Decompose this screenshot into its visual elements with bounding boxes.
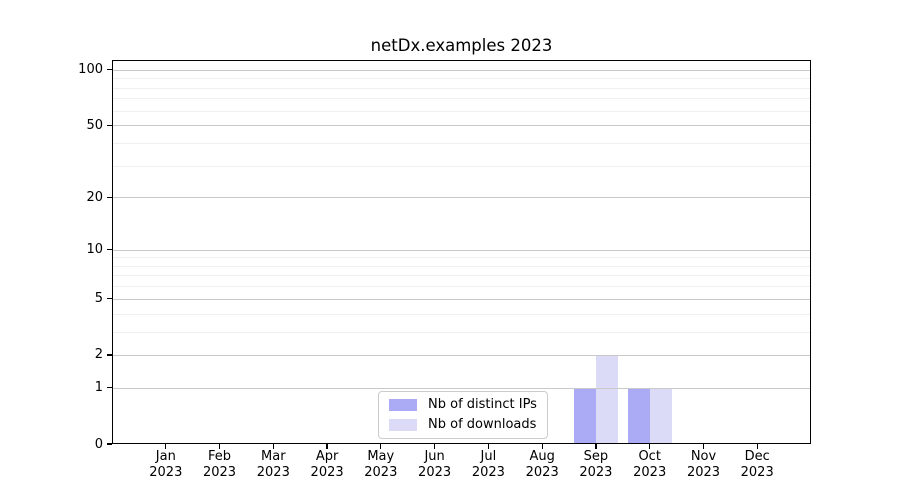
legend-swatch: [389, 399, 417, 411]
y-tick-mark: [107, 443, 112, 445]
bar: [595, 354, 618, 444]
y-tick-label: 20: [86, 189, 103, 205]
x-tick-label: Nov 2023: [686, 449, 721, 480]
gridline-major: [112, 354, 811, 356]
gridline-major: [112, 298, 811, 300]
gridline-minor: [112, 165, 811, 167]
y-tick-mark: [107, 387, 112, 389]
gridline-minor: [112, 98, 811, 100]
x-tick-mark: [487, 444, 490, 449]
x-tick-label: Sep 2023: [579, 449, 613, 480]
gridline-minor: [112, 87, 811, 89]
y-tick-label: 5: [94, 291, 103, 307]
x-tick-mark: [326, 444, 328, 449]
x-tick-mark: [756, 444, 758, 449]
y-tick-label: 1: [94, 380, 103, 396]
major-gridlines-layer: [112, 60, 811, 444]
x-tick-mark: [165, 444, 167, 449]
minor-gridlines-layer: [112, 60, 811, 444]
y-tick-mark: [107, 196, 112, 198]
gridline-minor: [112, 286, 811, 288]
x-tick-mark: [433, 444, 436, 449]
x-tick-label: Jun 2023: [418, 449, 452, 480]
x-tick-label: Oct 2023: [633, 449, 667, 480]
x-tick-label: Apr 2023: [310, 449, 344, 480]
y-tick-label: 100: [78, 62, 103, 78]
legend-row: Nb of distinct IPs: [389, 398, 537, 412]
x-tick-label: Dec 2023: [740, 449, 774, 480]
x-tick-mark: [541, 444, 543, 449]
gridline-minor: [112, 313, 811, 315]
x-tick-mark: [702, 444, 705, 449]
legend-swatch: [389, 419, 417, 431]
y-tick-mark: [107, 354, 112, 356]
legend-label: Nb of downloads: [428, 417, 537, 432]
legend: Nb of distinct IPs Nb of downloads: [378, 391, 548, 439]
x-tick-label: Mar 2023: [256, 449, 290, 480]
gridline-major: [112, 125, 811, 127]
bars-layer: [112, 60, 811, 444]
gridline-minor: [112, 142, 811, 144]
gridline-minor: [112, 275, 811, 277]
gridline-minor: [112, 265, 811, 267]
gridline-minor: [112, 257, 811, 259]
gridline-major: [112, 387, 811, 389]
gridline-major: [112, 69, 811, 71]
y-tick-label: 0: [94, 436, 103, 452]
x-tick-mark: [380, 444, 382, 449]
chart-title: netDx.examples 2023: [370, 36, 553, 55]
legend-row: Nb of downloads: [389, 418, 537, 432]
bar: [573, 387, 596, 444]
gridline-major: [112, 197, 811, 199]
bar: [649, 387, 672, 444]
gridline-minor: [112, 78, 811, 80]
y-tick-mark: [107, 69, 112, 71]
gridline-major: [112, 249, 811, 251]
x-tick-mark: [595, 444, 597, 449]
y-tick-mark: [107, 124, 112, 126]
x-tick-label: Feb 2023: [202, 449, 237, 480]
bar: [627, 387, 650, 444]
x-tick-label: Jul 2023: [471, 449, 505, 480]
y-tick-label: 10: [86, 242, 103, 258]
x-tick-mark: [649, 444, 651, 449]
y-tick-mark: [107, 298, 112, 300]
plot-area: Nb of distinct IPs Nb of downloads: [112, 60, 811, 444]
y-tick-label: 2: [94, 347, 103, 363]
x-tick-mark: [272, 444, 274, 449]
gridline-minor: [112, 331, 811, 333]
x-tick-label: Aug 2023: [525, 449, 559, 480]
x-tick-mark: [218, 444, 221, 449]
y-tick-mark: [107, 248, 112, 251]
gridline-minor: [112, 110, 811, 112]
legend-label: Nb of distinct IPs: [428, 397, 537, 412]
x-tick-label: May 2023: [364, 449, 398, 480]
x-tick-label: Jan 2023: [149, 449, 183, 480]
y-tick-label: 50: [86, 117, 103, 133]
